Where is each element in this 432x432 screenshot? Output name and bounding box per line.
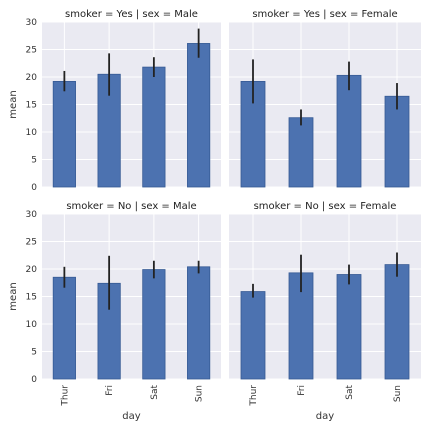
x-tick-label: Thur <box>60 385 70 407</box>
bar-sat <box>336 74 362 188</box>
y-tick-label: 10 <box>26 128 38 138</box>
x-tick-label: Fri <box>297 385 307 396</box>
y-tick-label: 15 <box>26 293 37 303</box>
x-tick-label: Thur <box>249 385 259 407</box>
y-tick-label: 30 <box>26 18 38 28</box>
x-tick-label: Sat <box>150 385 160 400</box>
y-tick-label: 15 <box>26 101 37 111</box>
bar-sun <box>384 95 410 188</box>
bar-thur <box>52 276 76 380</box>
bar-sat <box>142 66 166 188</box>
x-tick-label: Fri <box>105 385 115 396</box>
x-tick-label: Sun <box>195 385 205 402</box>
y-tick-label: 5 <box>31 156 37 166</box>
x-axis-label: day <box>122 411 140 422</box>
y-tick-label: 5 <box>31 348 37 358</box>
y-tick-label: 20 <box>26 73 38 83</box>
bar-sun <box>187 266 211 380</box>
bar-sat <box>336 274 362 380</box>
y-tick-label: 25 <box>26 238 37 248</box>
bar-thur <box>52 81 76 188</box>
y-tick-label: 30 <box>26 210 38 220</box>
panel-title: smoker = Yes | sex = Female <box>252 9 397 20</box>
y-tick-label: 10 <box>26 320 38 330</box>
panel-title: smoker = No | sex = Male <box>66 201 196 212</box>
y-tick-label: 25 <box>26 46 37 56</box>
x-tick-label: Sun <box>393 385 403 402</box>
y-axis-label: mean <box>8 282 19 310</box>
y-tick-label: 0 <box>31 183 37 193</box>
panel-title: smoker = No | sex = Female <box>254 201 397 212</box>
panel-title: smoker = Yes | sex = Male <box>65 9 198 20</box>
bar-sun <box>187 43 211 188</box>
bar-sun <box>384 264 410 380</box>
x-axis-label: day <box>316 411 334 422</box>
y-tick-label: 0 <box>31 375 37 385</box>
bar-fri <box>288 117 314 188</box>
x-tick-label: Sat <box>345 385 355 400</box>
y-tick-label: 20 <box>26 265 38 275</box>
bar-thur <box>240 291 266 380</box>
y-axis-label: mean <box>8 90 19 118</box>
bar-sat <box>142 269 166 380</box>
